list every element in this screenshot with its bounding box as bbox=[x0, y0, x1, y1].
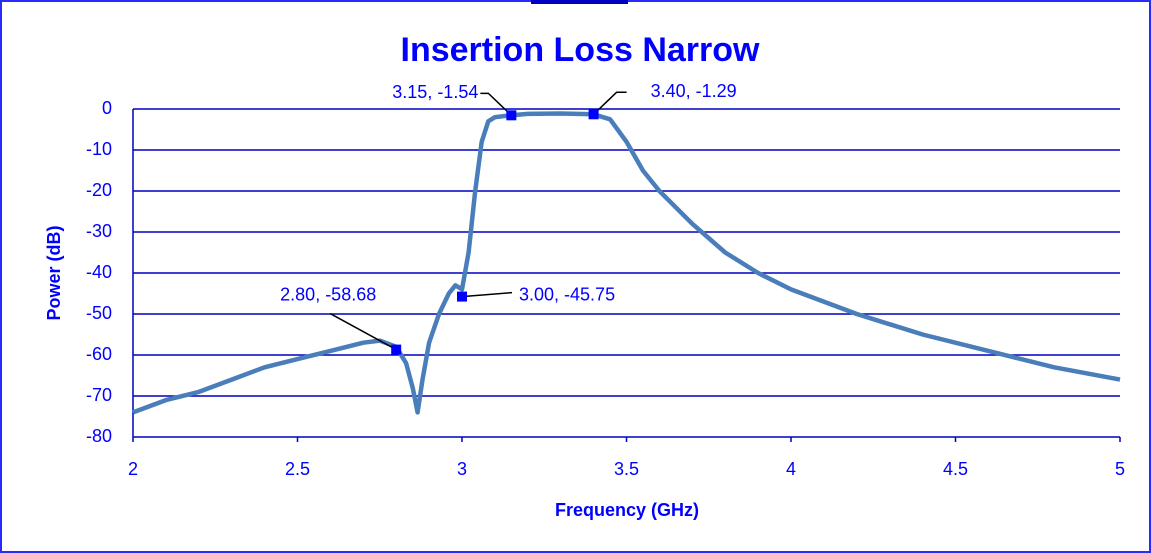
y-tick-label: -70 bbox=[86, 385, 112, 405]
marker bbox=[391, 344, 402, 355]
chart-title: Insertion Loss Narrow bbox=[401, 31, 761, 69]
y-tick-label: 0 bbox=[102, 98, 112, 118]
x-tick-label: 2 bbox=[128, 459, 138, 479]
y-axis-label: Power (dB) bbox=[44, 225, 64, 320]
y-tick-label: -50 bbox=[86, 303, 112, 323]
marker-label: 3.15, -1.54 bbox=[392, 82, 478, 102]
marker-label: 3.00, -45.75 bbox=[519, 284, 615, 304]
marker bbox=[588, 109, 599, 120]
x-axis-label: Frequency (GHz) bbox=[555, 500, 699, 520]
x-tick-label: 2.5 bbox=[285, 459, 310, 479]
x-tick-label: 4.5 bbox=[943, 459, 968, 479]
marker-label: 2.80, -58.68 bbox=[280, 284, 376, 304]
marker bbox=[506, 110, 517, 121]
tab bbox=[531, 0, 628, 4]
x-tick-label: 3 bbox=[457, 459, 467, 479]
x-tick-label: 5 bbox=[1115, 459, 1125, 479]
leader-line bbox=[480, 92, 512, 116]
leader-line bbox=[461, 291, 513, 298]
y-tick-label: -40 bbox=[86, 262, 112, 282]
y-tick-label: -80 bbox=[86, 426, 112, 446]
y-tick-label: -30 bbox=[86, 221, 112, 241]
x-tick-label: 3.5 bbox=[614, 459, 639, 479]
leader-line bbox=[329, 312, 397, 351]
y-tick-label: -10 bbox=[86, 139, 112, 159]
x-tick-label: 4 bbox=[786, 459, 796, 479]
y-tick-label: -60 bbox=[86, 344, 112, 364]
marker bbox=[457, 291, 467, 302]
leader-line bbox=[593, 91, 627, 115]
marker-label: 3.40, -1.29 bbox=[651, 81, 737, 101]
y-tick-label: -20 bbox=[86, 180, 112, 200]
data-line bbox=[132, 111, 1121, 415]
